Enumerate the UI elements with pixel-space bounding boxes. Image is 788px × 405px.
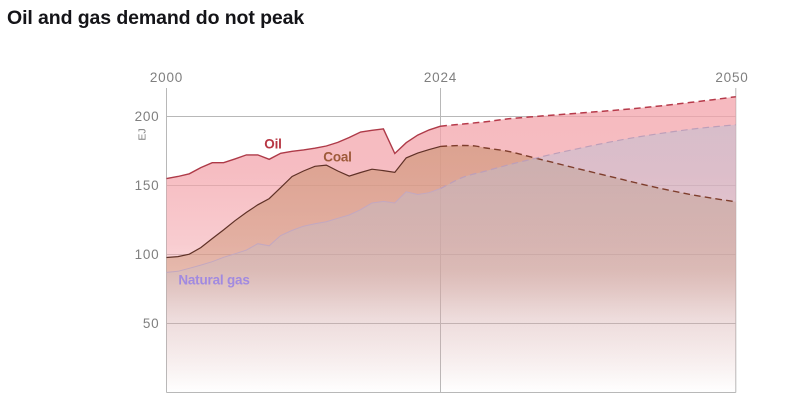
svg-text:100: 100 (135, 247, 160, 262)
svg-text:Natural gas: Natural gas (178, 273, 249, 288)
svg-text:2000: 2000 (150, 70, 183, 85)
svg-text:50: 50 (143, 316, 160, 331)
svg-text:Coal: Coal (323, 150, 351, 165)
svg-text:EJ: EJ (137, 128, 149, 140)
svg-text:200: 200 (135, 109, 160, 124)
svg-text:2024: 2024 (424, 70, 457, 85)
svg-text:150: 150 (135, 178, 160, 193)
svg-text:Oil: Oil (264, 137, 281, 152)
svg-text:2050: 2050 (715, 70, 748, 85)
